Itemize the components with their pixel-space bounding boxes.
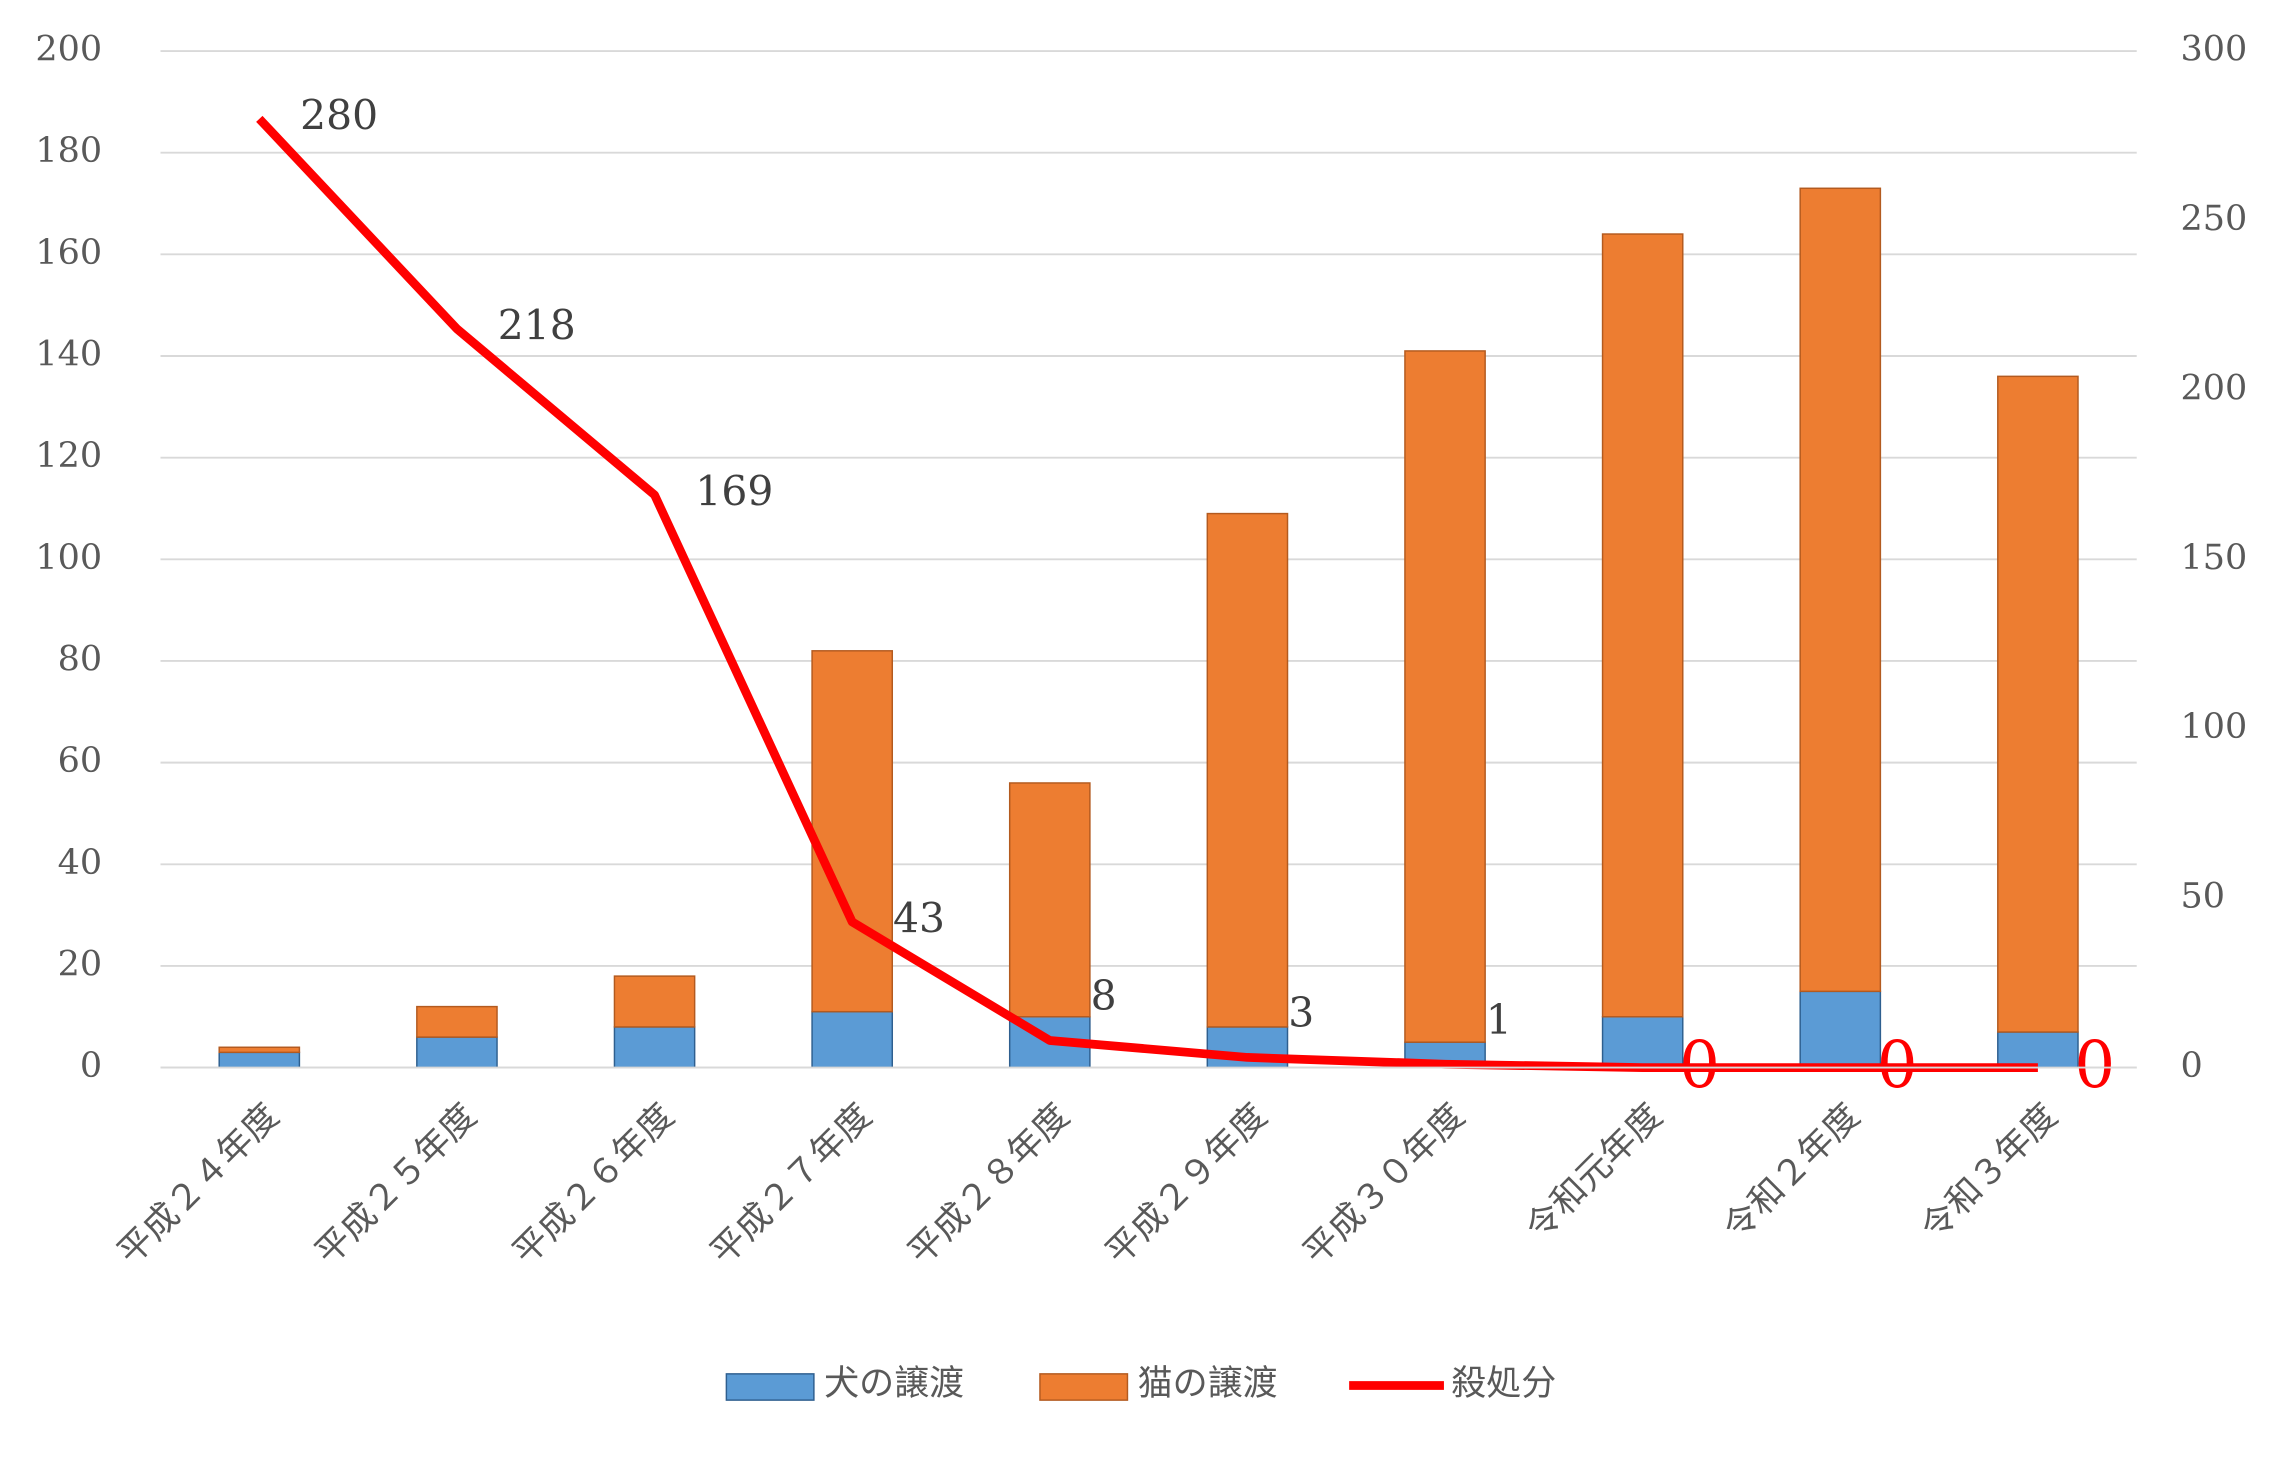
x-tick-label: 平成２８年度 xyxy=(901,1096,1078,1273)
data-label: 0 xyxy=(2074,1028,2115,1103)
y2-tick-label: 250 xyxy=(2180,199,2247,239)
y2-tick-label: 300 xyxy=(2180,30,2247,70)
bar xyxy=(1997,1031,2079,1069)
y-tick-label: 140 xyxy=(35,335,102,375)
y-tick-label: 40 xyxy=(58,843,103,883)
x-tick-label: 平成３０年度 xyxy=(1296,1096,1473,1273)
y-tick-label: 160 xyxy=(35,233,102,273)
bar xyxy=(1799,990,1882,1069)
data-label: 1 xyxy=(1486,996,1512,1044)
y2-tick-label: 100 xyxy=(2180,707,2247,747)
bar xyxy=(811,650,894,1013)
data-label: 0 xyxy=(1679,1028,1720,1103)
data-label: 280 xyxy=(300,91,378,139)
y-tick-label: 20 xyxy=(58,944,103,984)
data-label: 0 xyxy=(1877,1028,1918,1103)
y-tick-label: 200 xyxy=(35,30,102,70)
bar xyxy=(613,975,696,1028)
data-label: 3 xyxy=(1288,989,1314,1037)
x-tick-label: 平成２５年度 xyxy=(308,1096,485,1273)
y2-tick-label: 0 xyxy=(2180,1046,2202,1086)
bar xyxy=(1601,233,1684,1018)
y-tick-label: 60 xyxy=(58,741,103,781)
bar xyxy=(613,1026,696,1069)
y-tick-label: 100 xyxy=(35,538,102,578)
legend-label: 殺処分 xyxy=(1451,1364,1556,1404)
y-tick-label: 120 xyxy=(35,436,102,476)
x-tick-label: 平成２９年度 xyxy=(1098,1096,1275,1273)
x-tick-label: 令和２年度 xyxy=(1716,1096,1868,1248)
data-label: 218 xyxy=(498,301,576,349)
data-label: 8 xyxy=(1091,972,1117,1020)
bar xyxy=(1404,350,1486,1043)
legend-swatch xyxy=(725,1373,815,1401)
bar xyxy=(218,1051,301,1069)
x-tick-label: 平成２６年度 xyxy=(505,1096,682,1273)
data-label: 43 xyxy=(893,894,945,942)
bar xyxy=(416,1036,498,1069)
bar xyxy=(1997,375,2079,1033)
bar xyxy=(218,1046,301,1054)
bar xyxy=(1206,512,1289,1028)
legend-swatch xyxy=(1039,1373,1129,1401)
bar xyxy=(1799,187,1882,993)
x-tick-label: 平成２７年度 xyxy=(703,1096,880,1273)
x-tick-label: 平成２４年度 xyxy=(110,1096,287,1273)
y2-tick-label: 200 xyxy=(2180,368,2247,408)
legend-label: 猫の譲渡 xyxy=(1138,1364,1278,1404)
bar xyxy=(1008,782,1091,1018)
data-label: 169 xyxy=(695,467,773,515)
bar xyxy=(811,1010,894,1069)
legend-label: 犬の譲渡 xyxy=(824,1364,964,1404)
x-tick-label: 令和３年度 xyxy=(1914,1096,2066,1248)
bar xyxy=(416,1005,498,1038)
y2-tick-label: 50 xyxy=(2180,877,2225,917)
y-tick-label: 80 xyxy=(58,639,103,679)
line xyxy=(256,115,2038,1072)
y2-tick-label: 150 xyxy=(2180,538,2247,578)
bar xyxy=(1601,1016,1684,1069)
y-tick-label: 0 xyxy=(80,1046,102,1086)
x-tick-label: 令和元年度 xyxy=(1518,1096,1670,1248)
y-tick-label: 180 xyxy=(35,131,102,171)
